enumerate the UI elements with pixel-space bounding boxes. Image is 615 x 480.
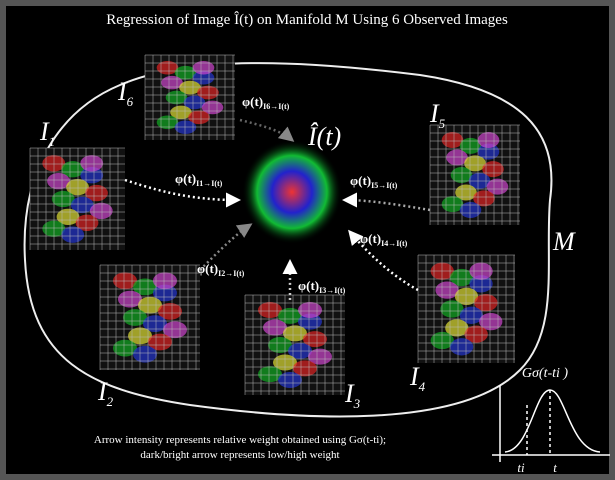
image-blob	[61, 227, 84, 243]
arrow-label-sub: I3→I(t)	[319, 286, 346, 295]
arrow-label-main: φ(t)	[242, 94, 263, 109]
estimate-label: Î(t)	[307, 122, 341, 151]
image-blob	[80, 155, 103, 171]
image-label-index: 4	[419, 379, 426, 394]
arrow-label-sub: I2→I(t)	[218, 269, 245, 278]
arrow-label-main: φ(t)	[360, 231, 381, 246]
estimate-image	[242, 140, 342, 244]
image-label-index: 2	[107, 394, 114, 409]
arrow-label-main: φ(t)	[350, 173, 371, 188]
image-label-index: 3	[353, 396, 361, 411]
arrow-label-sub: I6→I(t)	[263, 102, 290, 111]
title: Regression of Image Î(t) on Manifold M U…	[106, 11, 508, 28]
image-label-index: 5	[439, 116, 446, 131]
image-blob	[298, 302, 322, 318]
manifold-label: M	[552, 227, 576, 256]
kernel-label: Gσ(t-ti )	[522, 366, 569, 381]
image-label-index: 6	[127, 94, 134, 109]
image-blob	[478, 132, 500, 148]
observed-image: I3	[245, 295, 361, 411]
diagram: Regression of Image Î(t) on Manifold M U…	[0, 0, 615, 480]
arrow-label-sub: I4→I(t)	[381, 239, 408, 248]
kernel-ti: ti	[517, 460, 525, 475]
arrow-label-sub: I5→I(t)	[371, 181, 398, 190]
image-label-index: 1	[49, 134, 56, 149]
arrow-label-main: φ(t)	[197, 261, 218, 276]
kernel-t: t	[553, 460, 557, 475]
image-blob	[450, 338, 473, 355]
arrow-label-main: φ(t)	[298, 278, 319, 293]
caption: Arrow intensity represents relative weig…	[94, 434, 386, 446]
image-blob	[133, 346, 157, 363]
caption: dark/bright arrow represents low/high we…	[140, 449, 339, 461]
page: Regression of Image Î(t) on Manifold M U…	[0, 0, 615, 480]
arrow-label-main: φ(t)	[175, 171, 196, 186]
arrow-label-sub: I1→I(t)	[196, 179, 223, 188]
image-blob	[278, 372, 302, 388]
